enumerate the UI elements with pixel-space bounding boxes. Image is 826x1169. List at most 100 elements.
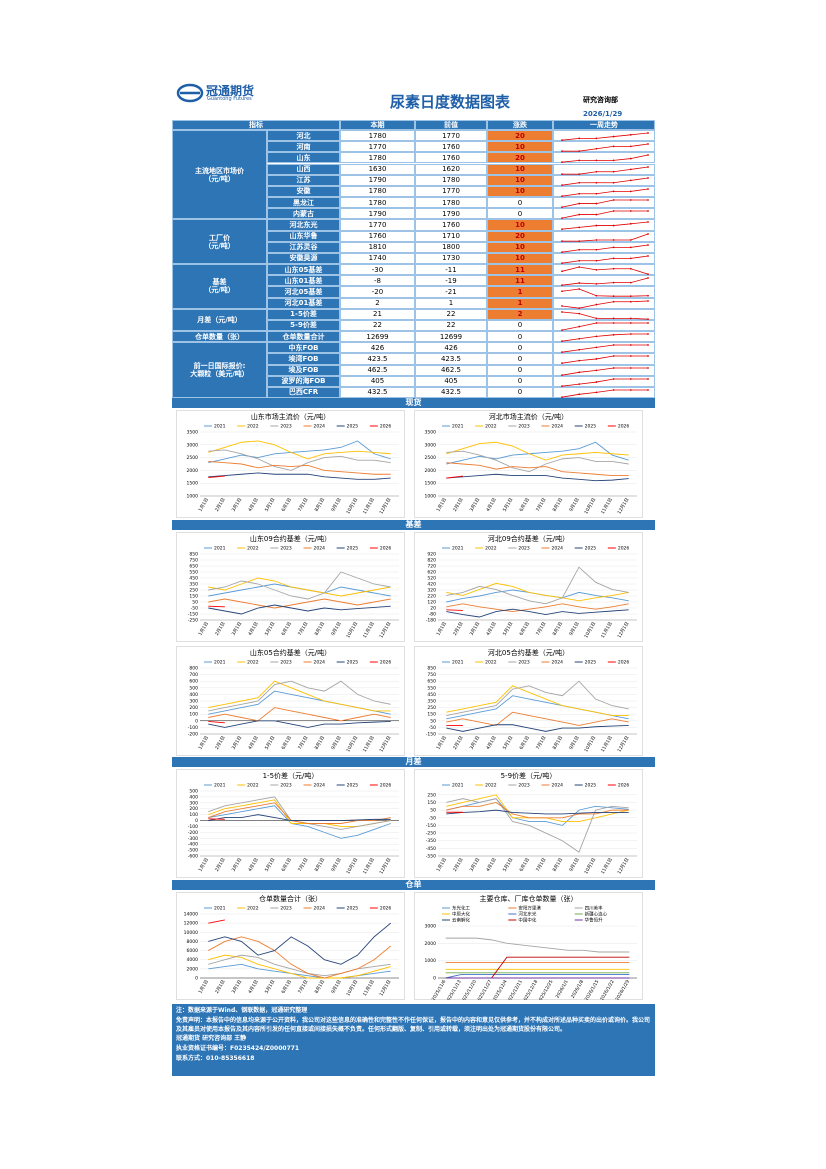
y-tick-label: 0: [195, 718, 198, 724]
legend-label: 2025: [585, 783, 597, 789]
change-value: 0: [487, 319, 553, 332]
sparkline-point: [561, 150, 563, 153]
section-bar: 月差: [172, 757, 655, 767]
footer-contact: 联系方式：010-85356618: [176, 1055, 255, 1062]
trend-cell: [553, 152, 655, 164]
table-header: 前值: [415, 120, 487, 130]
y-tick-label: 320: [427, 588, 436, 594]
legend-label: 2025: [347, 783, 359, 789]
y-tick-label: 520: [427, 576, 436, 582]
logo-subtext: Guantong Futures: [207, 96, 252, 102]
trend-cell: [553, 319, 655, 332]
previous-value: -19: [415, 275, 487, 287]
chart: 山东市场主流价（元/吨） 2021 2022 2023 2024 2025 2026 1000…: [176, 410, 405, 518]
sparkline-point: [578, 360, 581, 362]
legend-label: 2026: [380, 783, 392, 789]
legend-label: 2026: [380, 660, 392, 666]
sparkline-point: [629, 377, 632, 380]
change-value: 0: [487, 197, 553, 209]
change-value: 0: [487, 364, 553, 376]
y-tick-label: 14000: [184, 912, 198, 918]
current-value: 1780: [340, 130, 415, 142]
row-name: 山东01基差: [267, 275, 340, 287]
group-label: 仓单数量（张）: [172, 331, 267, 343]
sparkline: [561, 176, 649, 186]
sparkline-line: [561, 210, 648, 219]
sparkline-point: [647, 210, 649, 213]
legend-label: 2026: [618, 783, 630, 789]
current-value: 1790: [340, 174, 415, 186]
previous-value: 423.5: [415, 353, 487, 365]
sparkline-line: [561, 389, 648, 398]
series-line: [446, 724, 629, 732]
sparkline-point: [647, 333, 649, 335]
sparkline: [561, 254, 649, 264]
trend-cell: [553, 230, 655, 242]
group-label: 基差 （元/吨）: [172, 264, 267, 309]
sparkline-point: [629, 133, 632, 136]
row-name: 埃湾FOB: [267, 353, 340, 365]
sparkline-point: [647, 154, 649, 157]
change-value: 0: [487, 386, 553, 399]
y-tick-label: 850: [427, 666, 436, 672]
sparkline-point: [561, 195, 563, 197]
legend-label: 2024: [314, 546, 326, 552]
sparkline-line: [561, 221, 649, 230]
y-tick-label: 500: [189, 685, 198, 691]
current-value: 2: [340, 297, 415, 309]
sparkline-point: [647, 366, 649, 369]
row-name: 河北东光: [267, 219, 340, 231]
y-tick-label: 12000: [184, 921, 198, 927]
group-label: 月差（元/吨）: [172, 308, 267, 332]
y-tick-label: 100: [189, 812, 198, 818]
row-name: 巴西CFR: [267, 386, 340, 399]
y-tick-label: 1000: [187, 494, 199, 500]
y-tick-label: 300: [189, 699, 198, 705]
legend-label: 2024: [552, 783, 564, 789]
sparkline-line: [561, 255, 649, 264]
y-tick-label: 550: [427, 685, 436, 691]
sparkline-point: [595, 181, 598, 184]
sparkline-point: [595, 303, 598, 306]
sparkline-point: [647, 277, 649, 280]
table-header: 指标: [172, 120, 340, 130]
change-value: 0: [487, 353, 553, 365]
y-tick-label: 200: [189, 806, 198, 812]
y-tick-label: 150: [427, 800, 436, 806]
section-bar: 仓单: [172, 880, 655, 890]
y-tick-label: 2000: [187, 966, 199, 972]
sparkline-point: [561, 250, 563, 253]
trend-cell: [553, 241, 655, 253]
legend-label: 2024: [552, 424, 564, 430]
y-tick-label: 2500: [187, 455, 199, 461]
sparkline: [561, 299, 649, 309]
sparkline-point: [629, 321, 632, 324]
change-value: 2: [487, 308, 553, 320]
sparkline-point: [612, 389, 615, 391]
sparkline-line: [561, 154, 649, 163]
sparkline-point: [647, 143, 649, 146]
sparkline-line: [561, 378, 648, 387]
sparkline-line: [562, 143, 649, 152]
sparkline-point: [647, 299, 649, 302]
series-line: [208, 680, 391, 712]
chart: 仓单数量合计（张） 2021 2022 2023 2024 2025 2026 0 2000 40…: [176, 892, 405, 1000]
current-value: 1740: [340, 252, 415, 265]
sparkline-point: [561, 172, 563, 175]
current-value: 1780: [340, 152, 415, 164]
sparkline-point: [647, 355, 649, 358]
legend-label: 2022: [485, 660, 497, 666]
legend-label: 2026: [380, 546, 392, 552]
sparkline-point: [578, 370, 581, 373]
sparkline-point: [578, 226, 581, 229]
sparkline-point: [561, 310, 563, 313]
sparkline-point: [578, 349, 581, 351]
sparkline-point: [629, 158, 632, 160]
legend-label: 2021: [214, 906, 226, 912]
legend-label: 2021: [452, 660, 464, 666]
current-value: 405: [340, 375, 415, 387]
sparkline-point: [578, 150, 581, 153]
sparkline-line: [562, 166, 649, 175]
footer-author: 冠通期货 研究咨询部 王静: [176, 1035, 247, 1042]
current-value: 1760: [340, 230, 415, 242]
